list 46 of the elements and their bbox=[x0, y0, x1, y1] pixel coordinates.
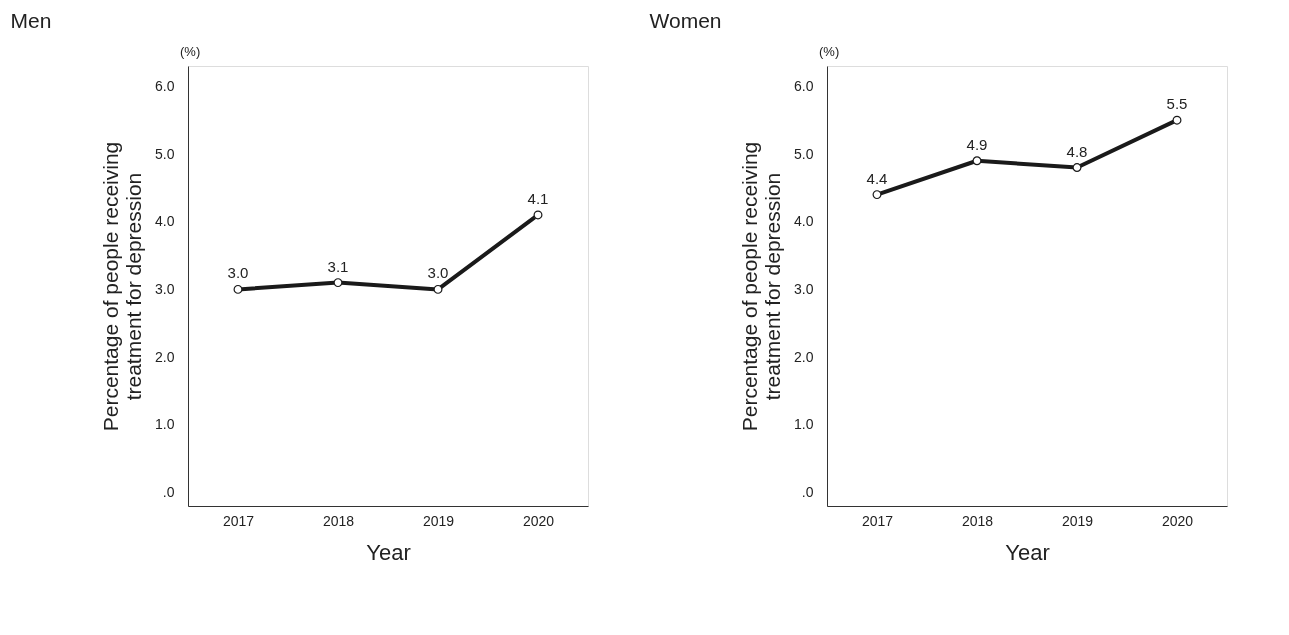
x-tick-label: 2017 bbox=[222, 512, 255, 529]
chart-title: Women bbox=[649, 9, 722, 32]
data-label: 5.5 bbox=[1166, 95, 1188, 113]
x-axis-title: Year bbox=[366, 539, 411, 565]
y-tick-label: 3.0 bbox=[794, 280, 814, 297]
data-label: 4.4 bbox=[866, 169, 888, 187]
chart-title: Men bbox=[10, 9, 52, 32]
data-label: 3.1 bbox=[327, 257, 349, 275]
x-axis-title: Year bbox=[1005, 539, 1050, 565]
data-label: 3.0 bbox=[427, 264, 449, 282]
y-axis-title: Percentage of people receiving treatment for depression bbox=[738, 141, 785, 432]
y-tick-label: 2.0 bbox=[794, 348, 814, 365]
y-tick-label: 1.0 bbox=[155, 416, 175, 433]
y-tick-label: 3.0 bbox=[155, 280, 175, 297]
data-label: 4.9 bbox=[966, 135, 988, 153]
y-tick-label: 2.0 bbox=[155, 348, 175, 365]
point bbox=[333, 278, 343, 288]
y-tick-label: 4.0 bbox=[155, 213, 175, 230]
x-tick-label: 2020 bbox=[1161, 512, 1194, 529]
x-tick-label: 2018 bbox=[961, 512, 994, 529]
point bbox=[233, 284, 243, 294]
y-tick-label: .0 bbox=[801, 483, 814, 500]
x-tick-label: 2020 bbox=[522, 512, 555, 529]
point bbox=[1072, 163, 1082, 172]
y-tick-label: 1.0 bbox=[794, 416, 814, 433]
point bbox=[872, 190, 882, 200]
point bbox=[972, 156, 982, 166]
y-tick-label: 4.0 bbox=[794, 213, 814, 230]
text: (%) bbox=[180, 44, 201, 59]
point bbox=[1172, 115, 1182, 125]
data-label: 4.1 bbox=[527, 189, 549, 207]
y-tick-label: 5.0 bbox=[794, 145, 814, 162]
y-tick-label: 5.0 bbox=[155, 145, 175, 162]
y-tick-label: 6.0 bbox=[794, 77, 814, 94]
x-tick-label: 2017 bbox=[861, 512, 894, 529]
x-tick-label: 2018 bbox=[322, 512, 355, 529]
point bbox=[533, 210, 543, 220]
y-axis-title: Percentage of people receiving treatment for depression bbox=[99, 141, 146, 432]
x-tick-label: 2019 bbox=[1061, 512, 1094, 529]
x-tick-label: 2019 bbox=[422, 512, 455, 529]
y-tick-label: 6.0 bbox=[155, 77, 175, 94]
text: (%) bbox=[819, 44, 840, 59]
data-label: 3.0 bbox=[227, 264, 249, 282]
y-tick-label: .0 bbox=[162, 483, 175, 500]
data-label: 4.8 bbox=[1066, 142, 1088, 160]
point bbox=[433, 284, 443, 294]
